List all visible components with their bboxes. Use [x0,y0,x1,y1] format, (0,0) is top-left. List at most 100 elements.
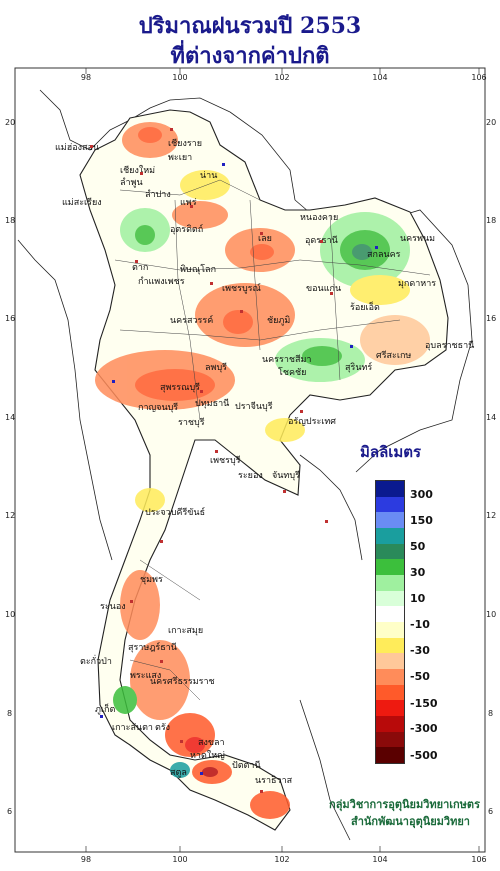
place-label: สกลนคร [367,250,401,260]
place-label: ประจวบคีรีขันธ์ [145,506,205,518]
lat-tick-right-16: 16 [486,314,496,323]
place-label: น่าน [200,171,217,181]
place-label: เชียงใหม่ [120,165,155,176]
legend-swatch [376,684,404,701]
lon-tick-bottom-104: 104 [372,855,387,864]
legend-swatch [376,590,404,607]
legend-swatch [376,481,404,497]
legend-swatch [376,543,404,560]
lon-tick-top-106: 106 [471,73,486,82]
legend-label: 30 [410,566,426,579]
place-label: มุกดาหาร [398,279,436,289]
lat-tick-right-10: 10 [486,610,496,619]
lon-tick-bottom-102: 102 [274,855,289,864]
place-label: นครศรีธรรมราช [150,676,215,687]
legend-swatch [376,716,404,732]
legend-swatch [376,606,404,622]
place-label: พระแสง [130,671,161,681]
province-borders [114,179,431,701]
place-label: เกาะสมุย [168,626,203,636]
place-label: เลย [258,234,272,244]
lat-tick-right-12: 12 [486,511,496,520]
lat-tick-left-14: 14 [5,413,15,422]
legend-label: 10 [410,592,426,605]
legend-label: -500 [410,749,438,762]
place-label: แม่ฮ่องสอน [55,143,99,153]
place-label: ชัยภูมิ [267,315,290,326]
legend-swatch [376,637,404,654]
lon-tick-top-102: 102 [274,73,289,82]
legend-swatch [376,669,404,685]
place-label: แม่สะเรียง [62,197,102,208]
lat-tick-left-12: 12 [5,511,15,520]
lat-tick-right-6: 6 [488,807,493,816]
legend-label: 300 [410,488,433,501]
legend-label: -50 [410,670,430,683]
longitude-labels-bottom: 98 100 102 104 106 [81,855,487,864]
place-label: เชียงราย [168,138,202,149]
legend-swatch [376,559,404,575]
place-label: สตูล [170,768,187,778]
place-label: นครพนม [400,234,435,244]
legend-label: -150 [410,697,438,710]
place-label: ปราจีนบุรี [235,401,273,412]
lon-tick-top-104: 104 [372,73,387,82]
place-label: พิษณุโลก [180,264,216,275]
lon-tick-bottom-106: 106 [471,855,486,864]
place-label: ระนอง [100,602,126,612]
place-label: ปทุมธานี [195,398,229,409]
lat-tick-left-20: 20 [5,118,15,127]
place-label: ศรีสะเกษ [376,350,411,361]
place-label: นครราชสีมา [262,354,311,365]
legend-swatch [376,747,404,763]
lat-tick-right-18: 18 [486,216,496,225]
place-label: สุราษฎร์ธานี [128,641,177,653]
place-label: ตรัง [155,723,170,733]
legend-swatch [376,653,404,669]
legend-label: -300 [410,722,438,735]
place-label: ปัตตานี [232,760,261,771]
lon-tick-bottom-100: 100 [172,855,187,864]
lat-tick-right-20: 20 [486,118,496,127]
station-markers [90,128,378,793]
place-label: หาดใหญ่ [190,750,225,761]
place-label: แพร่ [180,198,197,208]
legend-swatch [376,512,404,528]
axis-ticks [85,68,480,852]
map-title-line1: ปริมาณฝนรวมปี 2553 [138,13,362,39]
legend-swatch [376,496,404,513]
lon-tick-top-98: 98 [81,73,91,82]
place-labels: เชียงราย แม่ฮ่องสอน พะเยา เชียงใหม่ ลำพู… [55,138,474,786]
place-label: กาญจนบุรี [138,402,178,413]
legend-title: มิลลิเมตร [360,443,422,461]
place-label: ภูเก็ต [95,702,115,715]
legend-swatch [376,731,404,748]
lat-tick-left-6: 6 [7,807,12,816]
lat-tick-right-8: 8 [488,709,493,718]
place-label: ราชบุรี [178,417,205,428]
place-label: ลำปาง [145,189,171,200]
lat-tick-left-16: 16 [5,314,15,323]
lat-tick-left-18: 18 [5,216,15,225]
legend-label: 150 [410,514,433,527]
place-label: กำแพงเพชร [138,276,185,287]
lat-tick-left-8: 8 [7,709,12,718]
lat-tick-right-14: 14 [486,413,496,422]
place-label: ตาก [132,263,148,273]
place-label: นครสวรรค์ [170,314,213,326]
place-label: หนองคาย [300,213,338,223]
longitude-labels-top: 98 100 102 104 106 [81,73,487,82]
map-title-line2: ที่ต่างจากค่าปกติ [170,43,330,69]
legend-label: -10 [410,618,430,631]
place-label: ลำพูน [120,177,143,188]
place-label: อุบลราชธานี [425,340,474,351]
legend-label: -30 [410,644,430,657]
place-label: ตะกั่วป่า [80,654,112,667]
place-label: สงขลา [198,738,225,748]
latitude-labels-left: 20 18 16 14 12 10 8 6 [5,118,15,816]
place-label: เพชรบูรณ์ [222,282,261,294]
legend-color-bar [375,480,405,764]
legend-swatch [376,528,404,544]
credit-line2: สำนักพัฒนาอุตุนิยมวิทยา [351,815,470,828]
